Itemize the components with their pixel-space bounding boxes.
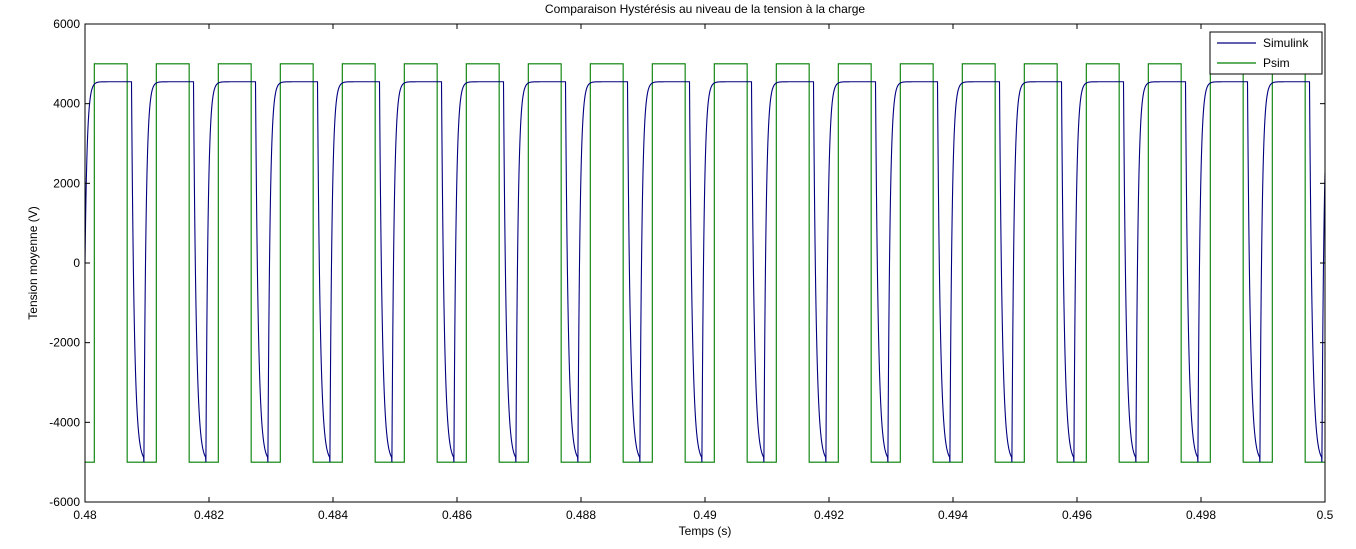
x-tick-label: 0.498: [1186, 508, 1216, 522]
legend: Simulink Psim: [1209, 31, 1323, 75]
legend-label-simulink: Simulink: [1263, 36, 1309, 50]
x-tick-label: 0.486: [442, 508, 472, 522]
x-tick-label: 0.488: [566, 508, 596, 522]
series-layer: [84, 63, 1326, 463]
legend-box: [1209, 31, 1323, 75]
y-tick-label: 0: [73, 256, 80, 270]
y-axis-label: Tension moyenne (V): [26, 206, 40, 319]
x-tick-label: 0.496: [1062, 508, 1092, 522]
series-line-psim: [85, 63, 1325, 463]
ticks-layer: [84, 23, 1326, 503]
x-tick-label: 0.482: [194, 508, 224, 522]
y-tick-label: -4000: [49, 415, 80, 429]
x-tick-label: 0.49: [693, 508, 717, 522]
plot-area: [84, 23, 1326, 503]
plot-background: [85, 24, 1325, 502]
x-tick-label: 0.5: [1317, 508, 1334, 522]
x-tick-label: 0.484: [318, 508, 348, 522]
series-line-simulink: [84, 81, 1326, 463]
legend-label-psim: Psim: [1263, 56, 1290, 70]
chart-title: Comparaison Hystérésis au niveau de la t…: [545, 2, 866, 16]
y-tick-label: -2000: [49, 336, 80, 350]
y-tick-label: -6000: [49, 495, 80, 509]
y-tick-label: 4000: [53, 97, 80, 111]
x-tick-label: 0.48: [73, 508, 97, 522]
y-tick-label: 6000: [53, 17, 80, 31]
x-tick-label: 0.492: [814, 508, 844, 522]
y-tick-label: 2000: [53, 176, 80, 190]
tick-labels: 0.48 0.482 0.484 0.486 0.488 0.49 0.492 0.494 0.…: [49, 17, 1333, 522]
x-axis-label: Temps (s): [679, 524, 732, 538]
x-tick-label: 0.494: [938, 508, 968, 522]
